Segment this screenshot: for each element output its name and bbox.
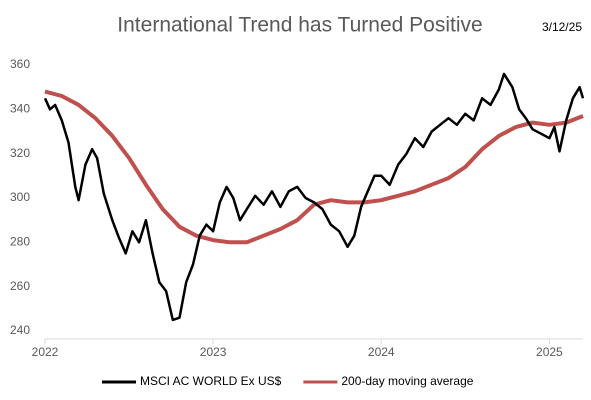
x-tick-label: 2024	[368, 345, 395, 359]
y-tick-label: 280	[10, 235, 30, 249]
x-tick-label: 2023	[200, 345, 227, 359]
legend-label: 200-day moving average	[341, 374, 473, 388]
y-tick-label: 240	[10, 323, 30, 337]
date-label: 3/12/25	[542, 20, 582, 34]
series-line	[44, 89, 584, 245]
series-line	[43, 72, 585, 322]
y-tick-label: 320	[10, 146, 30, 160]
y-tick-label: 260	[10, 279, 30, 293]
legend-label: MSCI AC WORLD Ex US$	[140, 374, 282, 388]
x-tick-label: 2025	[536, 345, 563, 359]
chart-title: International Trend has Turned Positive	[117, 14, 482, 37]
y-tick-label: 360	[10, 57, 30, 71]
y-tick-label: 340	[10, 102, 30, 116]
y-tick-label: 300	[10, 190, 30, 204]
x-tick-label: 2022	[32, 345, 59, 359]
